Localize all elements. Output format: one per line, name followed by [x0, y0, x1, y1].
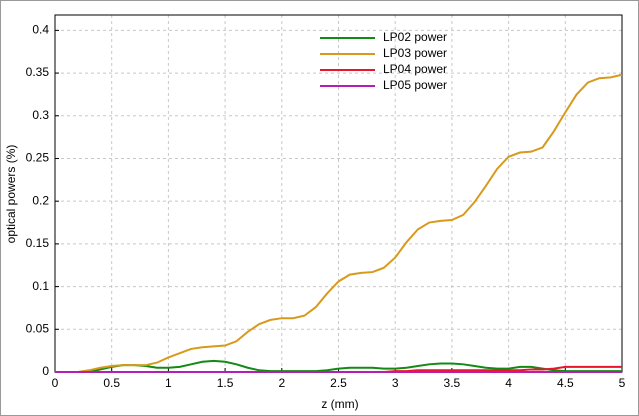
y-tick-label: 0.35: [26, 65, 50, 79]
x-tick-label: 3: [392, 376, 399, 390]
x-tick-label: 2.5: [330, 376, 347, 390]
y-tick-label: 0.15: [26, 236, 50, 250]
x-tick-label: 1.5: [217, 376, 234, 390]
x-tick-label: 3.5: [444, 376, 461, 390]
x-tick-label: 0: [52, 376, 59, 390]
legend-label: LP02 power: [383, 30, 447, 44]
y-tick-label: 0.4: [32, 23, 49, 37]
y-tick-label: 0: [42, 364, 49, 378]
y-tick-label: 0.3: [32, 108, 49, 122]
x-axis-label: z (mm): [321, 397, 358, 411]
x-tick-label: 4: [505, 376, 512, 390]
y-tick-label: 0.25: [26, 151, 50, 165]
legend-label: LP03 power: [383, 46, 447, 60]
x-tick-label: 4.5: [557, 376, 574, 390]
x-tick-label: 5: [619, 376, 626, 390]
series-line: [55, 73, 623, 373]
x-tick-label: 2: [278, 376, 285, 390]
y-axis-label: optical powers (%): [4, 145, 18, 244]
y-tick-label: 0.2: [32, 193, 49, 207]
legend-label: LP04 power: [383, 62, 447, 76]
y-tick-label: 0.1: [32, 279, 49, 293]
x-tick-label: 1: [165, 376, 172, 390]
y-tick-label: 0.05: [26, 321, 50, 335]
series-line: [55, 359, 622, 373]
x-tick-label: 0.5: [103, 376, 120, 390]
legend-label: LP05 power: [383, 78, 447, 92]
